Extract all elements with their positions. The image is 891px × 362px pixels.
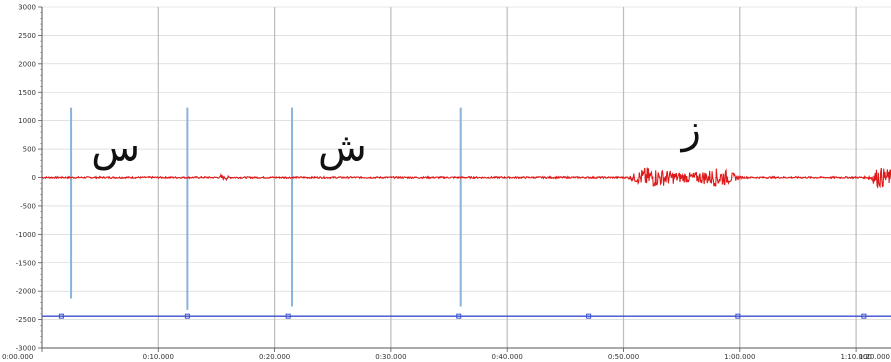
- x-tick-label: 1:00.000: [724, 353, 755, 361]
- y-tick-label: 1000: [18, 117, 36, 125]
- y-tick-label: 1500: [18, 89, 36, 97]
- x-tick-label: 0:10.000: [143, 353, 174, 361]
- y-tick-label: 2500: [18, 32, 36, 40]
- y-tick-label: -2000: [16, 288, 36, 296]
- waveform-series: [41, 167, 891, 190]
- track-notch: [735, 313, 741, 319]
- axis-layer: 3000 2500 2000 1500 1000 500 0 -500 -1000 -1500 -2…: [2, 4, 891, 361]
- y-tick-label: -3000: [16, 345, 36, 353]
- track-notch: [184, 313, 190, 319]
- y-tick-label: 500: [23, 146, 36, 154]
- y-tick-label: 2000: [18, 60, 36, 68]
- track-notch: [285, 313, 291, 319]
- track-notch: [58, 313, 64, 319]
- y-tick-label: 3000: [18, 4, 36, 12]
- x-tick-label: 0:00.000: [2, 353, 33, 361]
- series-layer: [41, 167, 891, 190]
- y-tick-label: -500: [20, 202, 36, 210]
- track-layer: [42, 313, 891, 319]
- x-tick-label: 0:40.000: [492, 353, 523, 361]
- track-notch: [456, 313, 462, 319]
- letter-annotation: س: [91, 124, 140, 170]
- y-tick-label: 0: [32, 174, 36, 182]
- track-notch: [586, 313, 592, 319]
- letter-annotation: ز: [680, 106, 701, 152]
- x-tick-label: 0:30.000: [375, 353, 406, 361]
- x-tick-label: 1:10.000: [840, 353, 871, 361]
- track-notch: [861, 313, 867, 319]
- y-tick-label: -2500: [16, 316, 36, 324]
- letter-annotation: ش: [318, 124, 367, 170]
- annotation-layer: سشزژ: [91, 106, 701, 170]
- x-tick-label: 0:20.000: [259, 353, 290, 361]
- marker-layer: [70, 107, 462, 310]
- x-tick-label: 1:20.000: [859, 353, 890, 361]
- y-tick-label: -1000: [16, 231, 36, 239]
- x-tick-label: 0:50.000: [608, 353, 639, 361]
- y-tick-label: -1500: [16, 259, 36, 267]
